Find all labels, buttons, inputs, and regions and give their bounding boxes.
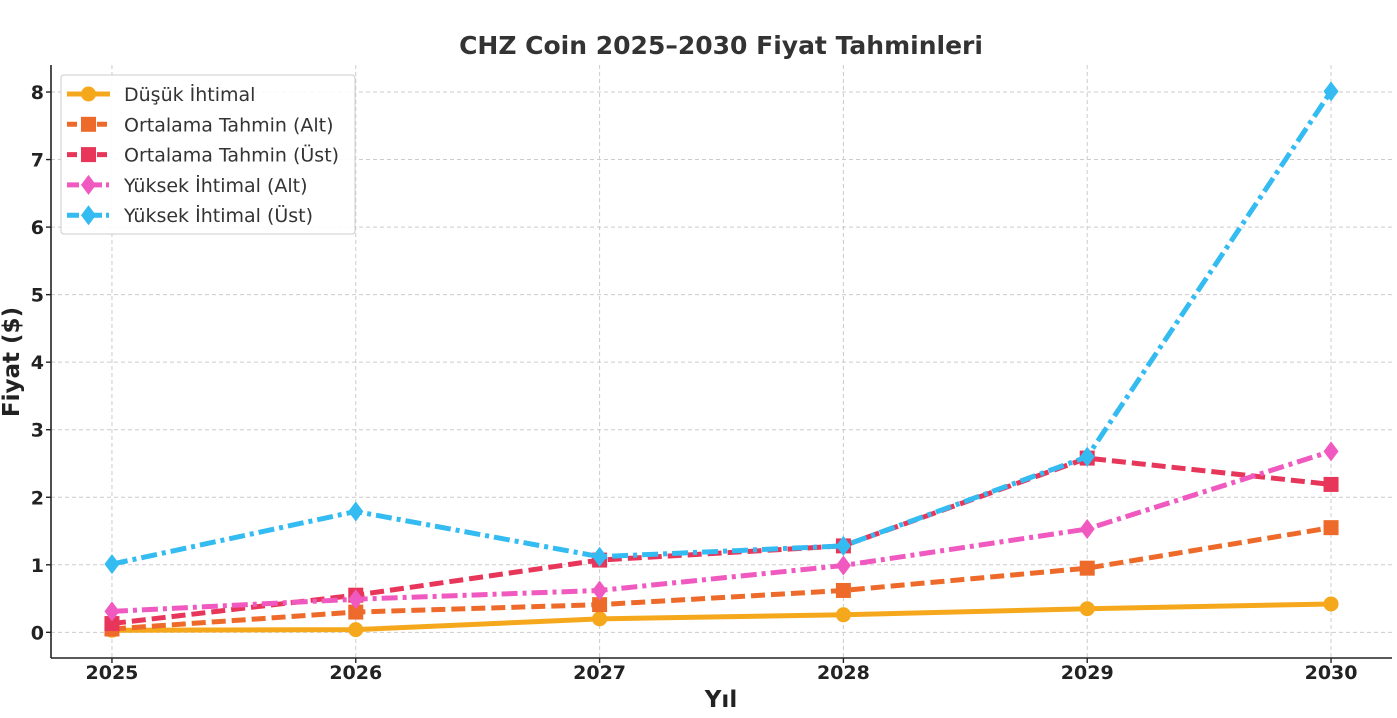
- data-point: [1079, 601, 1095, 617]
- series-yuksek-ihtimal-alt: [104, 441, 1339, 622]
- x-tick-label: 2030: [1305, 662, 1358, 684]
- data-point: [1323, 81, 1339, 102]
- grid: [51, 65, 1392, 658]
- tick-labels: 0 1 2 3 4 5 6 7 8 2025 2026 2027 2028 2029 2030: [31, 82, 1358, 684]
- y-tick-label: 5: [31, 285, 44, 307]
- data-point: [104, 616, 120, 632]
- legend-item-ortalama-tahmin-alt: Ortalama Tahmin (Alt): [67, 114, 334, 136]
- series-line: [111, 525, 1332, 632]
- y-tick-label: 7: [31, 150, 44, 172]
- data-point: [1323, 596, 1339, 612]
- legend-box: [60, 74, 356, 235]
- x-axis-label: Yıl: [704, 687, 737, 713]
- data-point: [835, 555, 851, 576]
- legend: Düşük İhtimal Ortalama Tahmin (Alt) Ortala…: [60, 74, 356, 235]
- data-point: [592, 546, 608, 567]
- series-dusuk-ihtimal: [104, 596, 1339, 638]
- y-tick-label: 1: [31, 555, 44, 577]
- series-ortalama-tahmin-ust: [104, 450, 1339, 632]
- chart-title: CHZ Coin 2025–2030 Fiyat Tahminleri: [459, 31, 983, 60]
- y-tick-label: 6: [31, 217, 44, 239]
- x-tick-label: 2026: [329, 662, 382, 684]
- y-tick-label: 3: [31, 420, 44, 442]
- data-point: [1079, 560, 1095, 576]
- data-point: [592, 580, 608, 601]
- series-line: [111, 448, 1332, 614]
- data-point: [1323, 441, 1339, 462]
- x-tick-label: 2027: [573, 662, 626, 684]
- data-point: [348, 589, 364, 610]
- x-tick-label: 2029: [1061, 662, 1114, 684]
- legend-marker: [81, 174, 96, 195]
- legend-label: Yüksek İhtimal (Alt): [123, 174, 308, 197]
- legend-item-yuksek-ihtimal-ust: Yüksek İhtimal (Üst): [67, 204, 313, 227]
- series-ortalama-tahmin-alt: [104, 520, 1339, 637]
- data-point: [1079, 518, 1095, 539]
- data-point: [592, 611, 608, 627]
- legend-marker: [81, 147, 96, 163]
- y-tick-label: 4: [31, 352, 44, 374]
- data-point: [348, 622, 364, 638]
- legend-item-yuksek-ihtimal-alt: Yüksek İhtimal (Alt): [67, 174, 308, 197]
- data-point: [104, 554, 120, 575]
- data-point: [1323, 476, 1339, 492]
- x-tick-label: 2025: [86, 662, 139, 684]
- series-line: [111, 89, 1334, 567]
- y-axis-label: Fiyat ($): [0, 307, 25, 417]
- data-point: [104, 601, 120, 622]
- data-point: [1323, 520, 1339, 536]
- y-tick-label: 0: [31, 622, 44, 644]
- series-yuksek-ihtimal-ust: [104, 81, 1339, 575]
- legend-item-dusuk-ihtimal: Düşük İhtimal: [67, 83, 255, 106]
- legend-marker: [81, 205, 96, 226]
- data-point: [835, 607, 851, 623]
- series-layer: [104, 81, 1339, 638]
- legend-marker: [81, 116, 96, 132]
- legend-label: Yüksek İhtimal (Üst): [123, 204, 313, 227]
- y-tick-label: 2: [31, 487, 44, 509]
- series-line: [111, 601, 1332, 633]
- legend-label: Ortalama Tahmin (Alt): [124, 114, 334, 136]
- legend-label: Ortalama Tahmin (Üst): [124, 144, 339, 167]
- y-tick-label: 8: [31, 82, 44, 104]
- legend-marker: [81, 86, 96, 102]
- data-point: [835, 582, 851, 598]
- x-tick-label: 2028: [817, 662, 870, 684]
- data-point: [348, 501, 364, 522]
- legend-label: Düşük İhtimal: [124, 83, 255, 106]
- data-point: [835, 535, 851, 556]
- data-point: [348, 604, 364, 620]
- legend-item-ortalama-tahmin-ust: Ortalama Tahmin (Üst): [67, 144, 339, 167]
- data-point: [1079, 446, 1095, 467]
- data-point: [592, 597, 608, 613]
